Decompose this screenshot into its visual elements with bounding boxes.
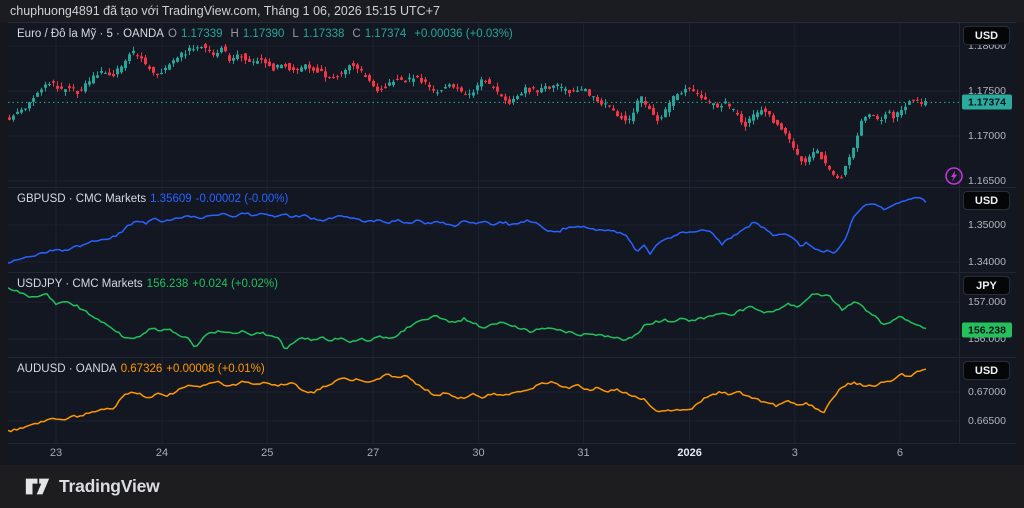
legend-symbol-title[interactable]: USDJPY · CMC Markets [17, 278, 143, 290]
price-tick: 0.67000 [968, 386, 1006, 398]
time-tick: 30 [472, 447, 485, 459]
chart-area: Euro / Đô la Mỹ · 5 · OANDA O 1.17339 H 1.17… [8, 22, 1016, 465]
price-axis-gbpusd[interactable]: 1.35000 1.34000 USD [959, 188, 1015, 272]
time-tick: 31 [577, 447, 590, 459]
time-tick: 23 [49, 447, 63, 459]
price-tick: 1.35000 [968, 219, 1006, 231]
price-chart-canvas[interactable] [8, 358, 959, 443]
tradingview-wordmark[interactable]: TradingView [59, 476, 160, 496]
pane-eurusd: Euro / Đô la Mỹ · 5 · OANDA O 1.17339 H 1.17… [8, 23, 1016, 188]
legend-symbol-title[interactable]: GBPUSD · CMC Markets [17, 193, 147, 205]
footer: TradingView [0, 465, 1024, 508]
time-tick: 2026 [677, 447, 702, 459]
pane-usdjpy: USDJPY · CMC Markets 156.238 +0.024 (+0.02… [8, 273, 1016, 358]
legend-change: +0.00008 (+0.01%) [166, 363, 265, 375]
legend-change: +0.024 (+0.02%) [192, 278, 278, 290]
legend-symbol-title[interactable]: Euro / Đô la Mỹ · 5 · OANDA [17, 28, 164, 40]
price-tick: 1.34000 [968, 256, 1006, 268]
legend-ohlc-value: C 1.17374 [352, 28, 407, 40]
price-axis-usdjpy[interactable]: 157.000 156.000 JPY 156.238 [959, 273, 1015, 357]
price-axis-eurusd[interactable]: 1.18000 1.17500 1.17000 1.16500 USD 1.17374 [959, 23, 1015, 187]
pane-audusd: AUDUSD · OANDA 0.67326 +0.00008 (+0.01%) 0.… [8, 358, 1016, 444]
currency-button-usd[interactable]: USD [963, 361, 1010, 380]
legend-ohlc-value: O 1.17339 [167, 28, 223, 40]
time-tick: 6 [896, 447, 903, 459]
price-chart-canvas[interactable] [8, 188, 959, 272]
plot-eurusd[interactable]: Euro / Đô la Mỹ · 5 · OANDA O 1.17339 H 1.17… [8, 23, 959, 187]
currency-button-usd[interactable]: USD [963, 26, 1010, 45]
pane-gbpusd: GBPUSD · CMC Markets 1.35609 -0.00002 (-0.… [8, 188, 1016, 273]
attribution-bar: chuphuong4891 đã tạo với TradingView.com… [0, 0, 1024, 22]
price-tick: 1.17500 [968, 85, 1006, 97]
time-tick: 27 [367, 447, 380, 459]
price-tick: 0.66500 [968, 415, 1006, 427]
plot-usdjpy[interactable]: USDJPY · CMC Markets 156.238 +0.024 (+0.02… [8, 273, 959, 357]
last-price-tag: 156.238 [962, 322, 1012, 338]
legend-last-value: 0.67326 [120, 363, 163, 375]
legend-change: -0.00002 (-0.00%) [195, 193, 289, 205]
time-tick: 3 [791, 447, 798, 459]
plot-gbpusd[interactable]: GBPUSD · CMC Markets 1.35609 -0.00002 (-0.… [8, 188, 959, 272]
time-tick: 24 [155, 447, 169, 459]
pane-legend-usdjpy: USDJPY · CMC Markets 156.238 +0.024 (+0.02… [17, 278, 282, 290]
attribution-text: chuphuong4891 đã tạo với TradingView.com… [10, 4, 440, 18]
price-tick: 1.16500 [968, 175, 1006, 187]
lightning-icon[interactable] [944, 166, 964, 191]
time-tick: 25 [261, 447, 274, 459]
price-chart-canvas[interactable] [8, 273, 959, 357]
last-price-tag: 1.17374 [962, 94, 1012, 110]
price-axis-audusd[interactable]: 0.67000 0.66500 USD [959, 358, 1015, 443]
legend-ohlc-value: L 1.17338 [292, 28, 345, 40]
legend-symbol-title[interactable]: AUDUSD · OANDA [17, 363, 117, 375]
price-tick: 1.17000 [968, 130, 1006, 142]
pane-legend-gbpusd: GBPUSD · CMC Markets 1.35609 -0.00002 (-0.… [17, 193, 292, 205]
pane-legend-audusd: AUDUSD · OANDA 0.67326 +0.00008 (+0.01%) [17, 363, 269, 375]
legend-change: +0.00036 (+0.03%) [414, 28, 513, 40]
currency-button-usd[interactable]: USD [963, 191, 1010, 210]
legend-last-value: 1.35609 [150, 193, 192, 205]
currency-button-jpy[interactable]: JPY [963, 276, 1010, 295]
pane-legend-eurusd: Euro / Đô la Mỹ · 5 · OANDA O 1.17339 H 1.17… [17, 28, 517, 40]
legend-last-value: 156.238 [146, 278, 189, 290]
tradingview-logo-icon[interactable] [25, 476, 50, 497]
price-tick: 157.000 [968, 296, 1006, 308]
time-axis[interactable]: 23 24 25 27 30 31 2026 3 6 [8, 444, 1016, 465]
plot-audusd[interactable]: AUDUSD · OANDA 0.67326 +0.00008 (+0.01%) [8, 358, 959, 443]
price-chart-canvas[interactable] [8, 23, 959, 187]
legend-ohlc-value: H 1.17390 [230, 28, 285, 40]
